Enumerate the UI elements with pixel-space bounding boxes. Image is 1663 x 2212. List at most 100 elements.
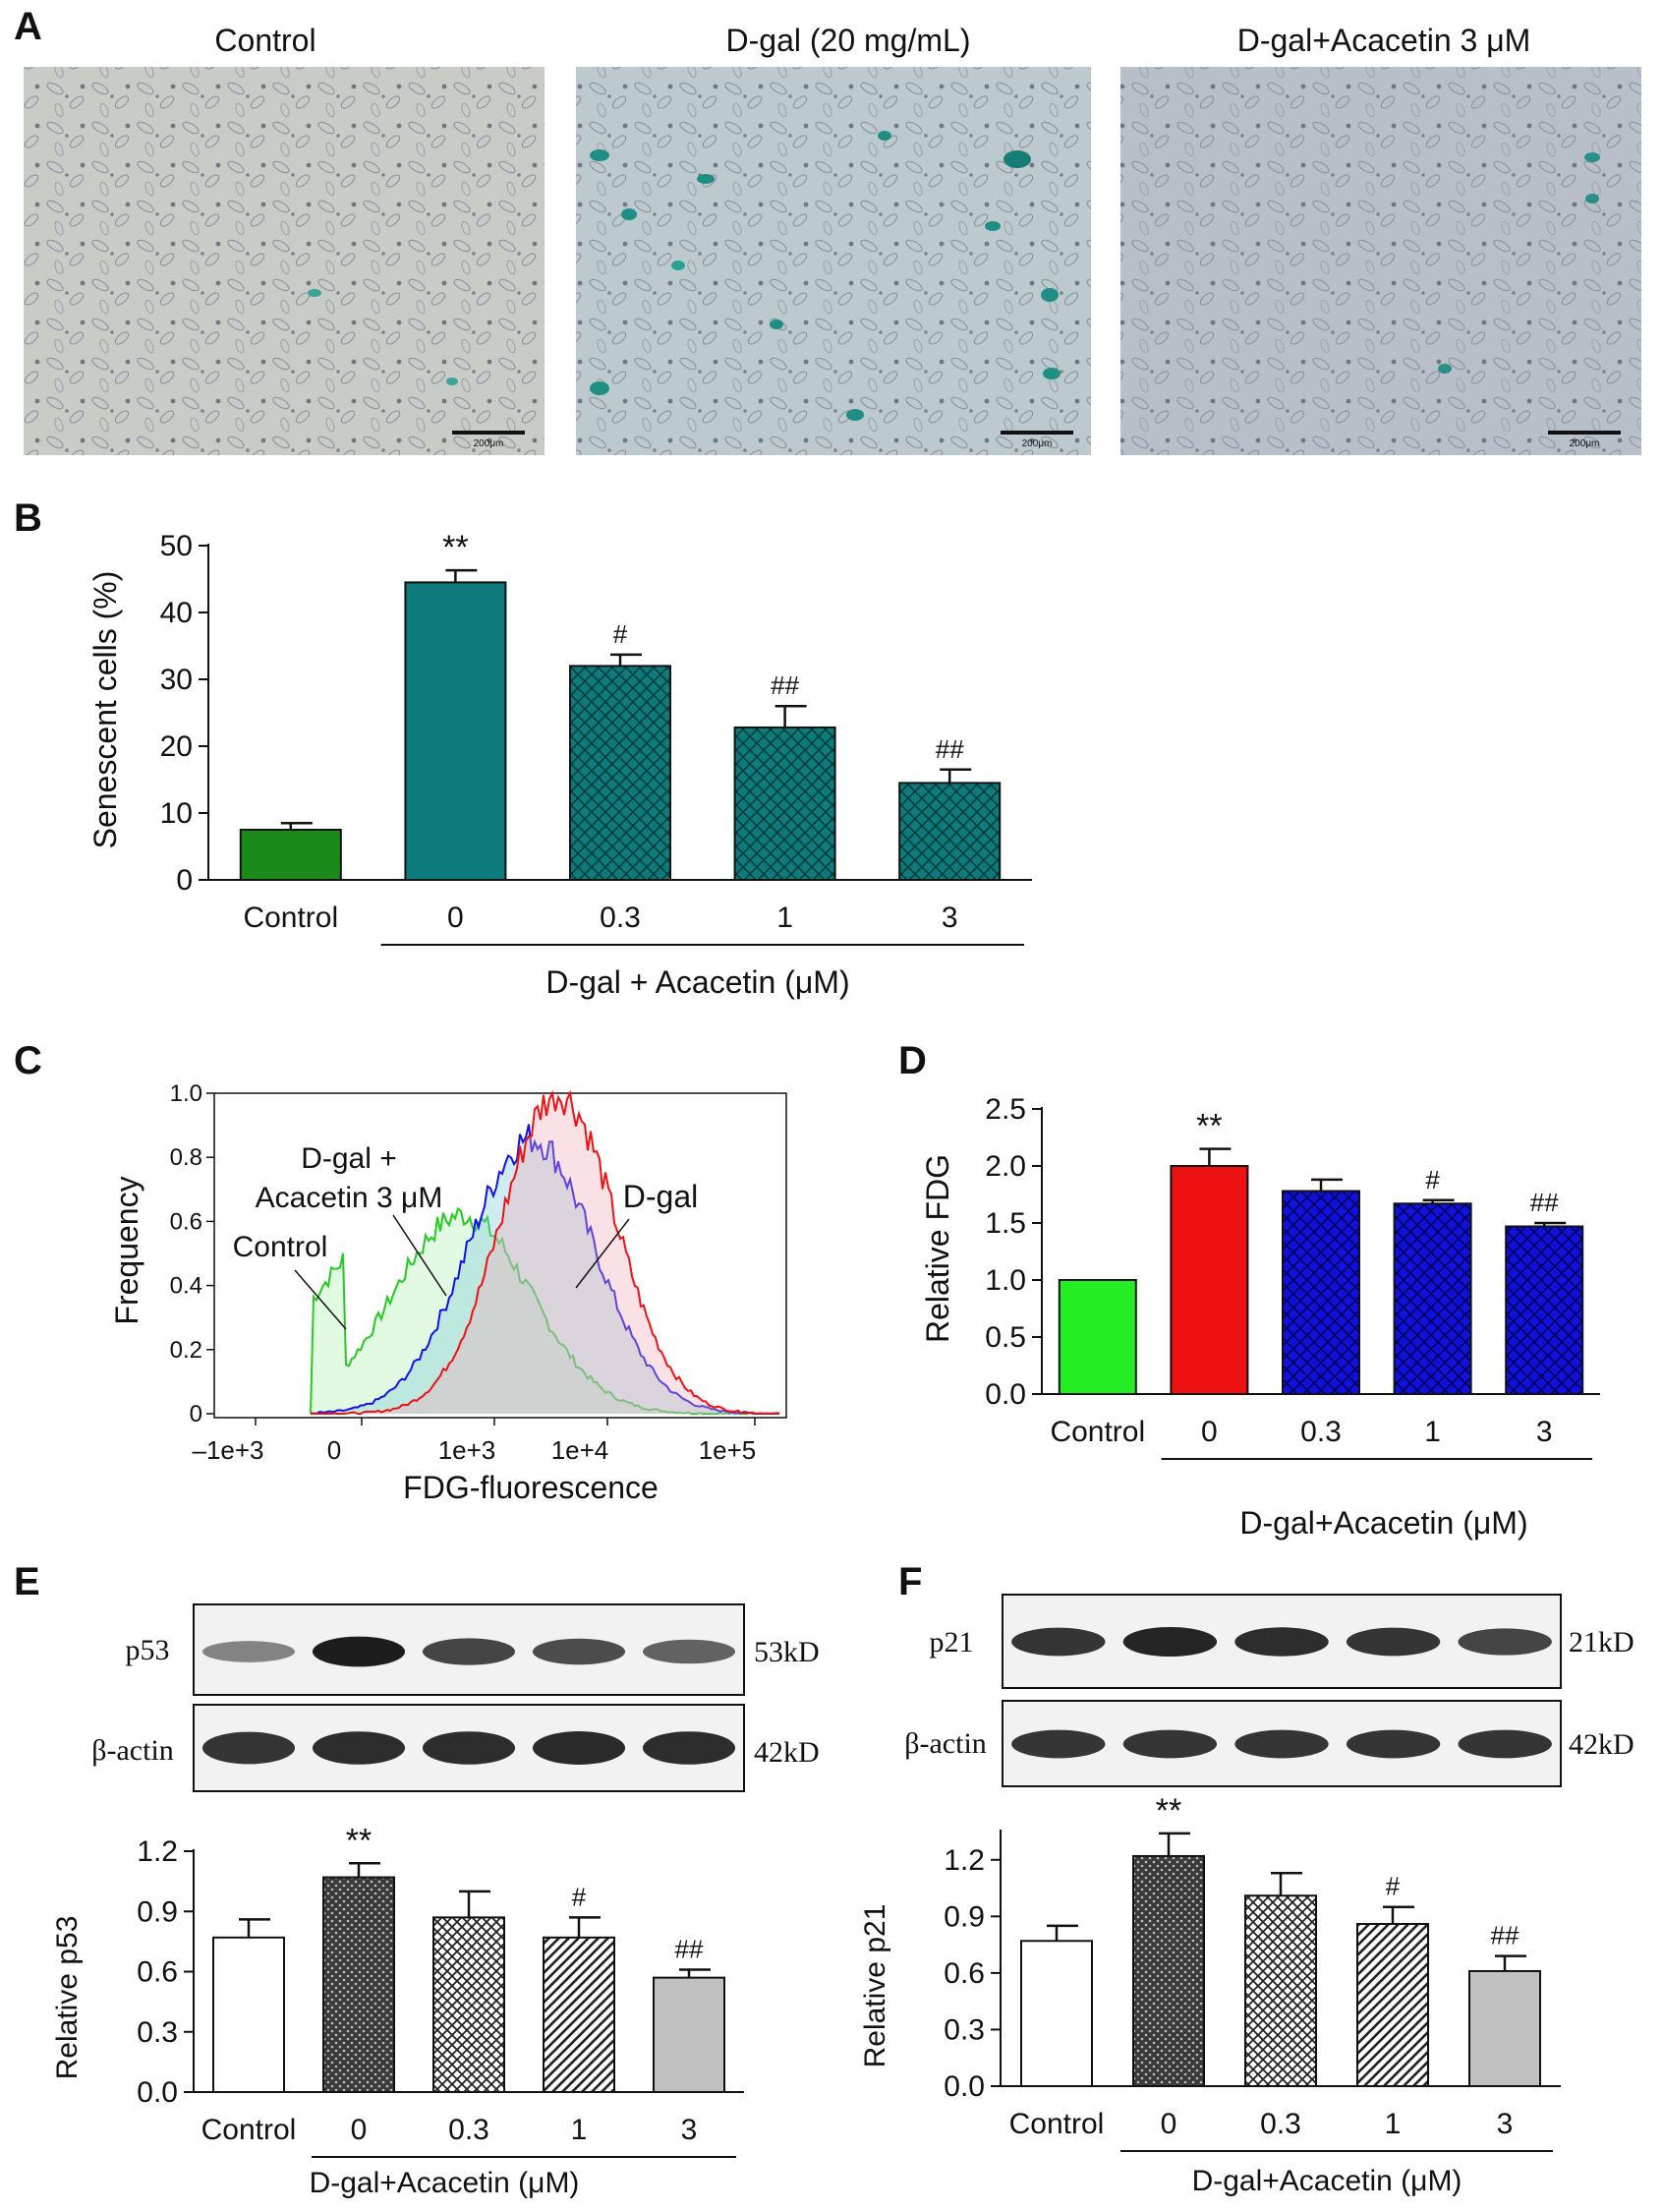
c-x-tick-label: 0 xyxy=(327,1435,341,1465)
b-bar xyxy=(569,665,671,882)
panel-f: p21 β-actin 21kD 42kD Relative p21 D-gal… xyxy=(859,1594,1634,2197)
f-bar xyxy=(1132,1854,1205,2088)
b-y-axis-label: Senescent cells (%) xyxy=(87,571,123,849)
panel-letter-c: C xyxy=(14,1039,42,1082)
blot-band xyxy=(642,1639,736,1664)
blot-band xyxy=(1458,1729,1552,1759)
e-bar xyxy=(212,1936,285,2093)
e-x-tick-label: 0 xyxy=(351,2114,368,2146)
e-x-tick-label: 3 xyxy=(681,2114,698,2146)
b-y-tick-label: 10 xyxy=(160,797,193,830)
c-series-pointer-acacetin xyxy=(392,1214,447,1297)
blot-band xyxy=(1122,1729,1218,1759)
d-y-tick-label: 2.5 xyxy=(985,1093,1026,1126)
d-y-tick-label: 0.5 xyxy=(985,1321,1026,1354)
blot-band xyxy=(422,1731,516,1765)
e-bar xyxy=(543,1936,615,2093)
e-y-tick-label: 0.0 xyxy=(137,2076,178,2109)
blot-band xyxy=(532,1731,626,1765)
scale-label-control: 200μm xyxy=(474,438,504,449)
b-bar xyxy=(239,829,342,881)
e-y-tick-label: 1.2 xyxy=(137,1835,178,1868)
d-y-tick-label: 1.5 xyxy=(985,1207,1026,1240)
blot-band xyxy=(1458,1628,1552,1656)
blot-e: p53 β-actin 53kD 42kD xyxy=(91,1603,820,1792)
d-y-tick-label: 1.0 xyxy=(985,1264,1026,1297)
d-significance-mark: # xyxy=(1425,1165,1440,1194)
panel-letter-f: F xyxy=(898,1560,922,1603)
c-y-tick-label: 0.6 xyxy=(170,1208,202,1235)
scale-label-dgal: 200μm xyxy=(1022,438,1053,449)
c-series-area xyxy=(311,1124,781,1414)
c-x-axis-label: FDG-fluorescence xyxy=(403,1470,659,1505)
b-y-tick-label: 40 xyxy=(160,597,193,629)
blot-band xyxy=(1346,1729,1441,1759)
blot-band xyxy=(1234,1729,1329,1759)
f-y-tick-label: 0.6 xyxy=(944,1957,985,1990)
d-x-tick-label: 3 xyxy=(1536,1416,1553,1448)
f-x-tick-label: 0.3 xyxy=(1260,2108,1301,2140)
f-y-tick-label: 1.2 xyxy=(944,1844,985,1877)
micrograph-control: 200μm xyxy=(24,67,545,455)
b-bar xyxy=(733,726,836,882)
image-title-control: Control xyxy=(214,23,315,58)
blot-band xyxy=(642,1731,736,1765)
d-bar xyxy=(1282,1190,1360,1396)
b-significance-mark: ## xyxy=(936,734,964,764)
e-bar xyxy=(322,1876,395,2093)
b-y-tick-label: 30 xyxy=(160,664,193,696)
c-y-tick-label: 0 xyxy=(190,1401,202,1427)
d-x-tick-label: 0 xyxy=(1201,1416,1218,1448)
f-bar xyxy=(1468,1969,1541,2087)
c-x-tick-label: 1e+3 xyxy=(438,1435,496,1465)
b-y-tick-label: 0 xyxy=(176,864,193,897)
d-bar xyxy=(1170,1165,1249,1395)
micrograph-dgal: 200μm xyxy=(576,67,1091,455)
panel-c-histogram: Frequency FDG-fluorescence 0 0.2 0.4 0.6 0.8… xyxy=(109,1080,787,1505)
e-bar xyxy=(653,1976,725,2093)
b-x-tick-label: 3 xyxy=(942,902,958,934)
b-y-tick-label: 50 xyxy=(160,530,193,562)
e-significance-mark: ## xyxy=(675,1934,704,1963)
c-y-tick-label: 0.8 xyxy=(170,1144,202,1171)
scale-label-dgal-acacetin: 200μm xyxy=(1570,438,1600,449)
b-x-tick-label: Control xyxy=(243,902,338,934)
c-series-line xyxy=(310,1089,779,1416)
f-bar xyxy=(1020,1940,1093,2087)
blot-f-row2-size: 42kD xyxy=(1569,1728,1634,1761)
blot-e-row2-label: β-actin xyxy=(91,1734,174,1767)
e-bar xyxy=(432,1916,505,2093)
c-y-tick-label: 1.0 xyxy=(170,1080,202,1107)
d-x-tick-label: 0.3 xyxy=(1300,1416,1342,1448)
c-x-tick-label: 1e+5 xyxy=(699,1435,757,1465)
b-x-tick-label: 0 xyxy=(447,902,464,934)
e-x-tick-label: 1 xyxy=(571,2114,588,2146)
d-y-axis-label: Relative FDG xyxy=(920,1154,955,1343)
e-significance-mark: # xyxy=(572,1882,587,1911)
f-y-tick-label: 0.0 xyxy=(944,2070,985,2103)
c-series-pointer-control xyxy=(294,1269,347,1330)
c-series-label-acacetin-line1: D-gal + xyxy=(301,1142,397,1175)
f-x-tick-label: Control xyxy=(1009,2108,1105,2140)
blot-band xyxy=(201,1731,296,1765)
f-y-tick-label: 0.9 xyxy=(944,1900,985,1933)
e-y-tick-label: 0.3 xyxy=(137,2016,178,2049)
e-y-tick-label: 0.6 xyxy=(137,1956,178,1989)
c-x-tick-label: 1e+4 xyxy=(551,1435,609,1465)
d-significance-mark: ** xyxy=(1196,1108,1222,1145)
blot-band xyxy=(312,1636,406,1667)
f-significance-mark: # xyxy=(1386,1872,1401,1901)
e-x-tick-label: Control xyxy=(201,2114,297,2146)
blot-band xyxy=(1234,1627,1329,1657)
blot-f-row2-label: β-actin xyxy=(904,1727,987,1760)
f-bar xyxy=(1356,1923,1429,2088)
b-y-tick-label: 20 xyxy=(160,730,193,763)
blot-band xyxy=(1346,1627,1441,1657)
panel-a: Control D-gal (20 mg/mL) D-gal+Acacetin … xyxy=(24,23,1641,455)
panel-letter-e: E xyxy=(14,1560,40,1603)
d-bar xyxy=(1505,1225,1584,1395)
c-series-area xyxy=(311,1208,781,1414)
blot-band xyxy=(1011,1627,1106,1657)
c-y-axis-label: Frequency xyxy=(109,1176,144,1324)
c-series-label-control: Control xyxy=(233,1231,328,1263)
